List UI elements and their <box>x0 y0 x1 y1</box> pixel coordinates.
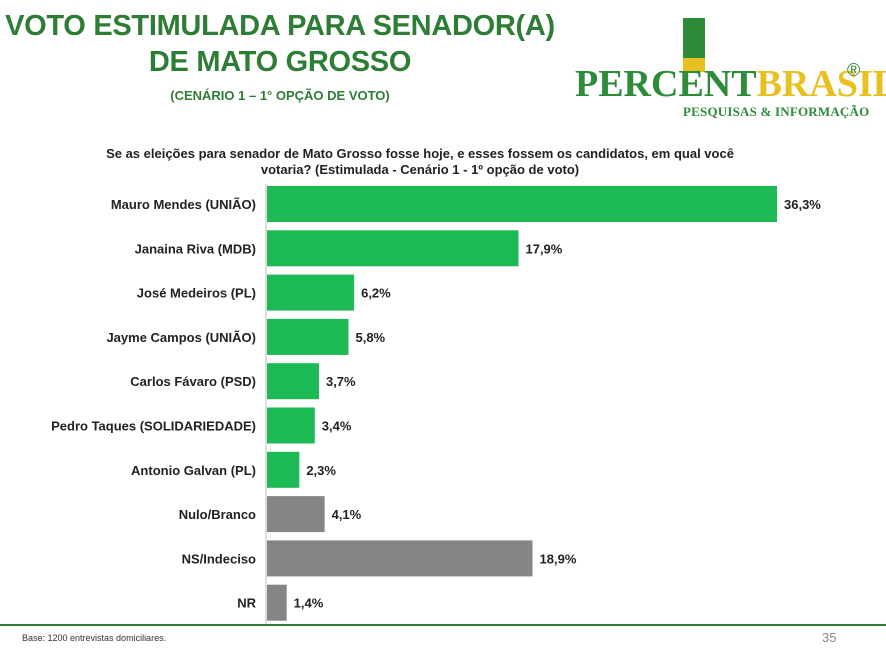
page-title: VOTO ESTIMULADA PARA SENADOR(A) <box>5 10 555 42</box>
data-label: 36,3% <box>784 197 821 212</box>
data-label: 1,4% <box>294 596 324 611</box>
category-label: NR <box>237 596 256 611</box>
data-label: 6,2% <box>361 286 391 301</box>
logo-registered-mark: ® <box>847 60 861 80</box>
data-label: 17,9% <box>525 241 562 256</box>
category-label: José Medeiros (PL) <box>137 286 256 301</box>
data-label: 4,1% <box>332 507 362 522</box>
logo-word-part2: BRASIL <box>756 63 886 105</box>
data-label: 5,8% <box>355 330 385 345</box>
bar <box>267 230 519 267</box>
category-label: Antonio Galvan (PL) <box>131 463 256 478</box>
bar <box>267 186 777 222</box>
question-line2: votaria? (Estimulada - Cenário 1 - 1º op… <box>260 162 580 177</box>
footnote-base: Base: 1200 entrevistas domiciliares. <box>22 633 167 643</box>
logo-wordmark: PERCENTBRASIL <box>575 64 886 104</box>
title-block: VOTO ESTIMULADA PARA SENADOR(A) DE MATO … <box>0 8 560 103</box>
category-label: Jayme Campos (UNIÃO) <box>106 330 256 345</box>
category-label: Janaina Riva (MDB) <box>135 241 256 256</box>
logo-tagline: PESQUISAS & INFORMAÇÃO <box>683 104 870 119</box>
question-line1: Se as eleições para senador de Mato Gros… <box>106 146 734 161</box>
page-title-line2: DE MATO GROSSO <box>148 46 412 78</box>
bar <box>267 496 325 533</box>
percentbrasil-logo: PERCENTBRASIL ® PESQUISAS & INFORMAÇÃO <box>575 18 886 128</box>
bar <box>267 451 300 488</box>
bar <box>267 274 355 311</box>
bar <box>267 584 287 621</box>
data-label: 18,9% <box>540 551 577 566</box>
logo-word-part1: PERCENT <box>575 63 757 105</box>
data-label: 2,3% <box>306 463 336 478</box>
category-label: Pedro Taques (SOLIDARIEDADE) <box>51 419 256 434</box>
logo-flag-icon <box>683 18 705 72</box>
data-label: 3,4% <box>322 419 352 434</box>
category-label: Nulo/Branco <box>179 507 256 522</box>
footer-divider <box>0 624 886 626</box>
data-label: 3,7% <box>326 374 356 389</box>
category-label: Mauro Mendes (UNIÃO) <box>111 197 256 212</box>
bar <box>267 363 319 400</box>
bar <box>267 407 315 444</box>
page-subtitle: (CENÁRIO 1 – 1° OPÇÃO DE VOTO) <box>170 88 390 103</box>
category-label: NS/Indeciso <box>182 551 256 566</box>
bar <box>267 540 533 577</box>
bar <box>267 318 349 355</box>
survey-question: Se as eleições para senador de Mato Gros… <box>60 146 780 178</box>
category-label: Carlos Fávaro (PSD) <box>130 374 256 389</box>
page-number: 35 <box>822 630 837 645</box>
